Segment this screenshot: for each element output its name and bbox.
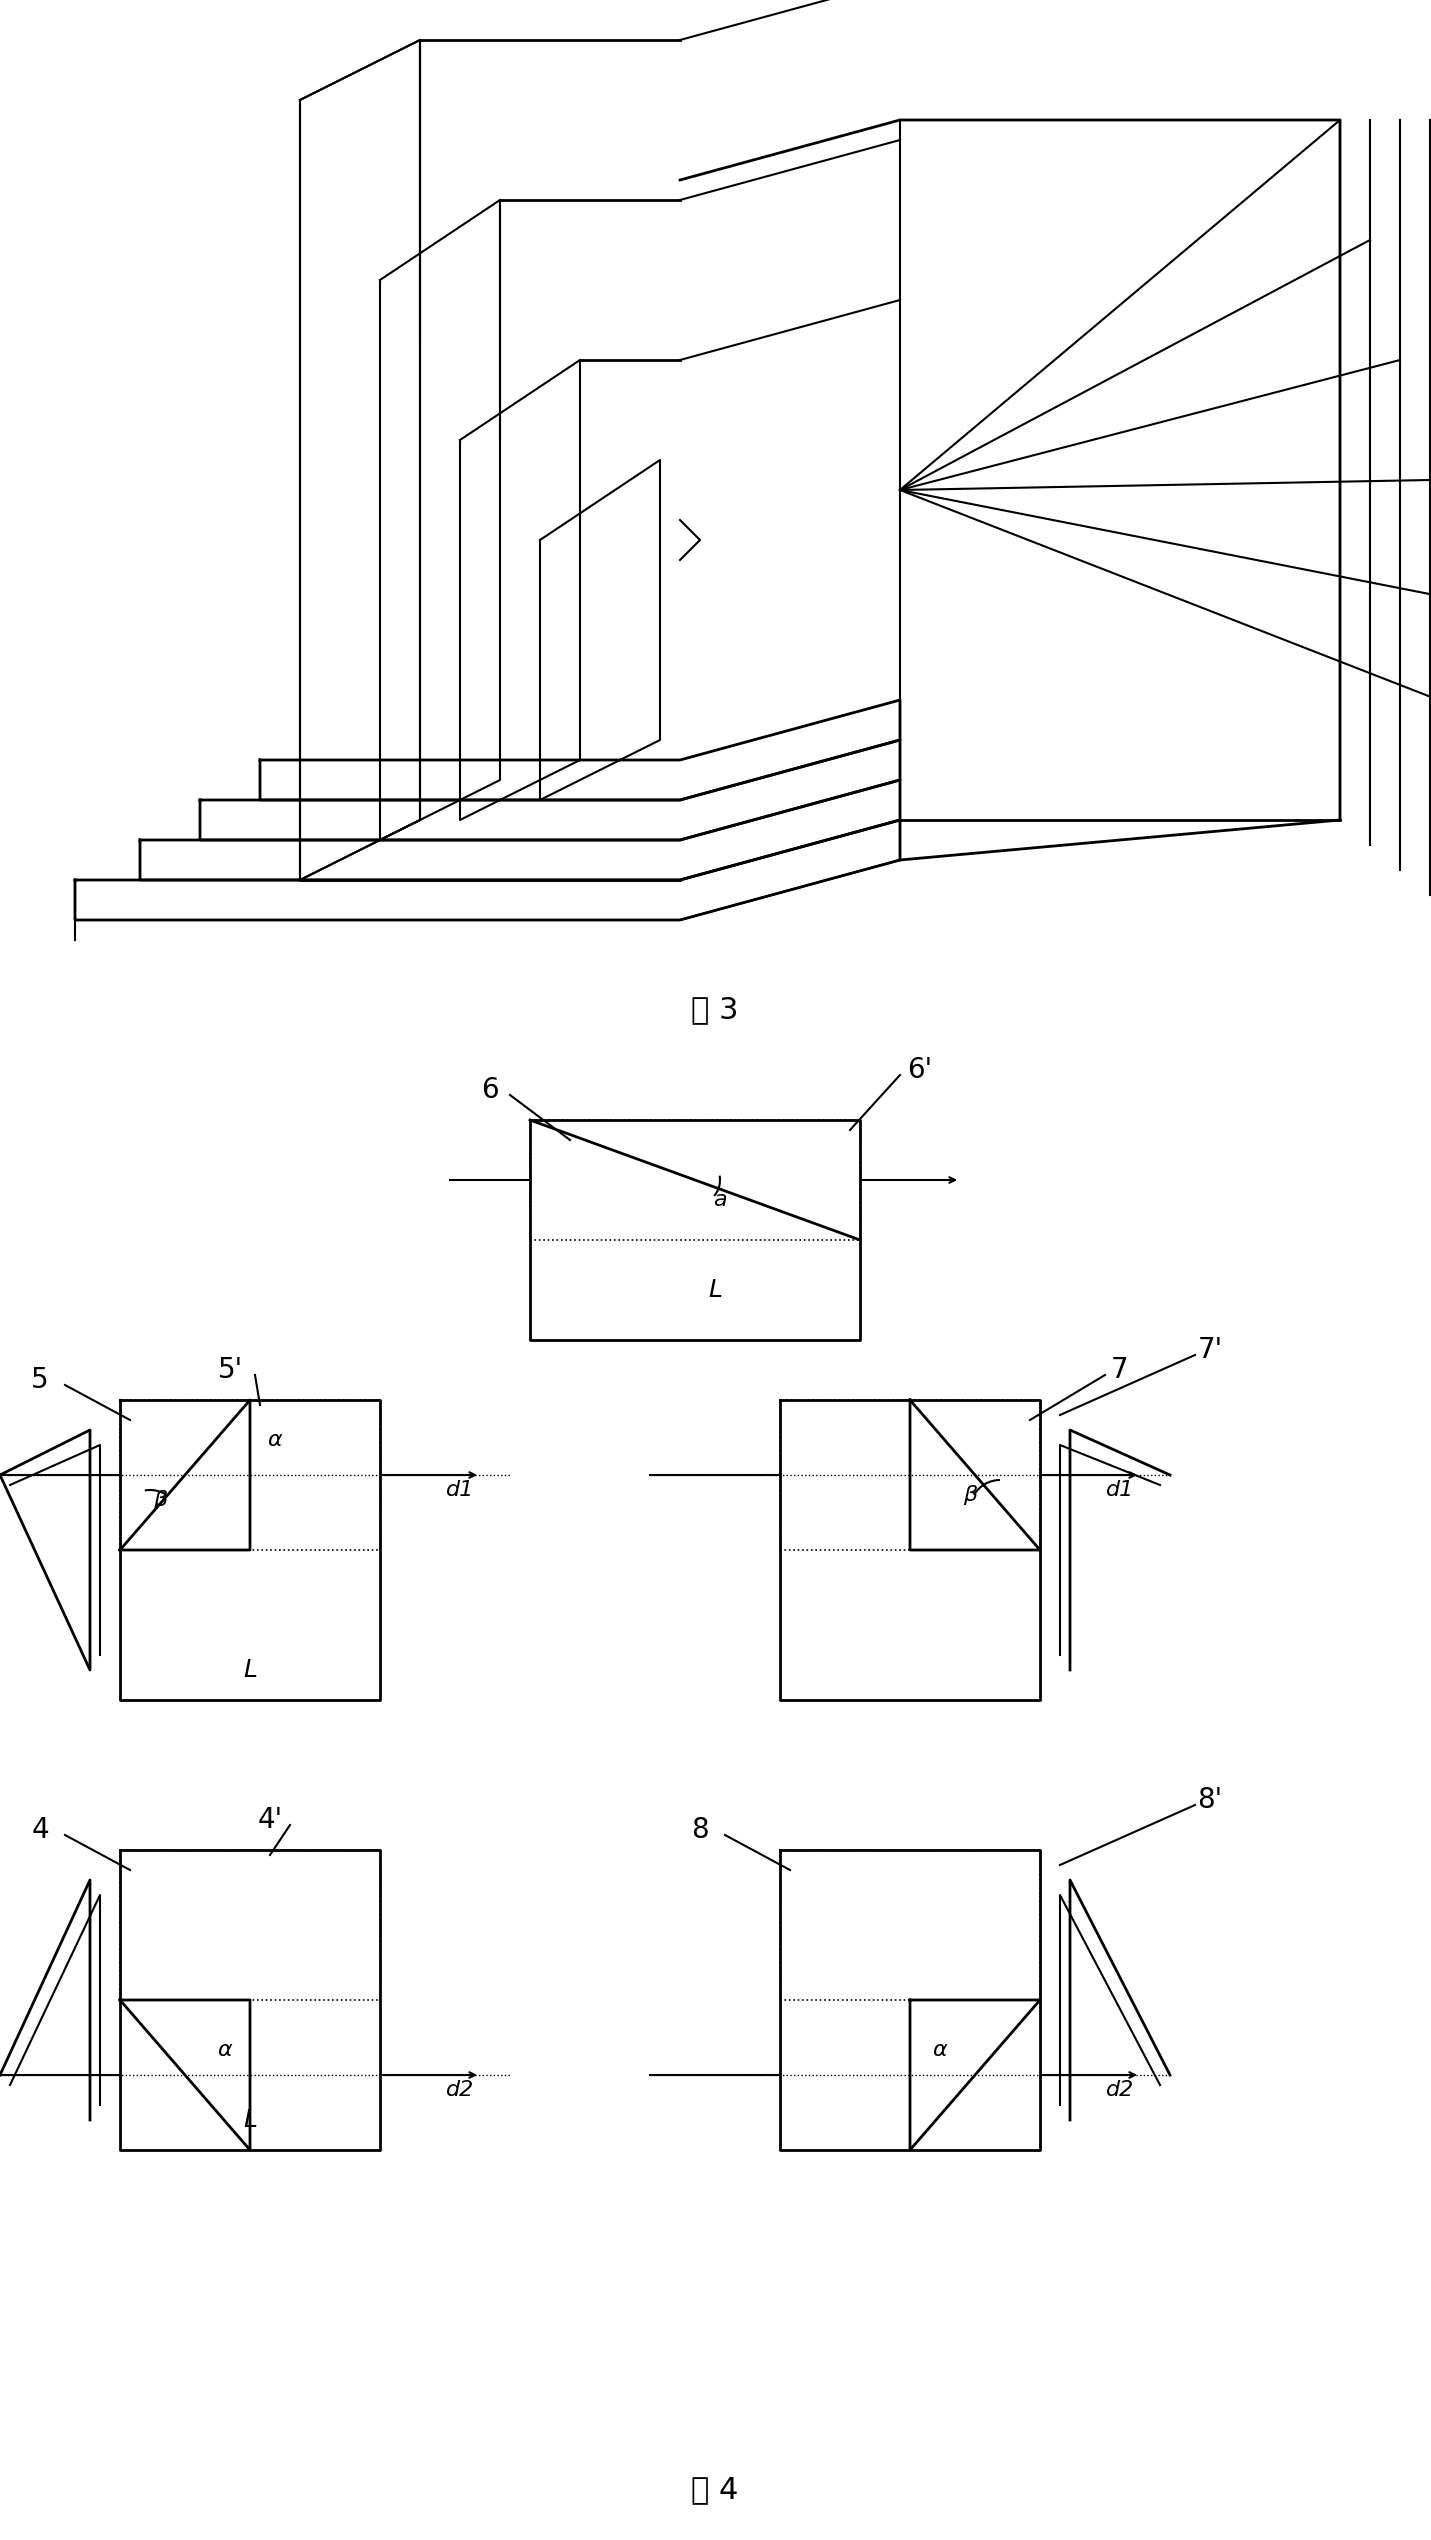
Text: L: L [243, 2108, 258, 2131]
Text: β: β [153, 1491, 167, 1509]
Text: L: L [243, 1659, 258, 1681]
Text: β: β [963, 1486, 977, 1506]
Text: 8': 8' [1198, 1786, 1222, 1814]
Text: L: L [708, 1278, 721, 1303]
Bar [529, 1120, 860, 1240]
Text: α: α [218, 2040, 232, 2060]
Text: d1: d1 [1106, 1481, 1135, 1501]
Text: 5: 5 [31, 1367, 49, 1394]
Text: d1: d1 [446, 1481, 474, 1501]
Text: α: α [933, 2040, 947, 2060]
Bar [780, 1400, 1040, 1549]
Text: 6: 6 [481, 1077, 499, 1105]
Text: 5': 5' [218, 1356, 243, 1384]
Bar [120, 1400, 381, 1549]
Text: 图 4: 图 4 [691, 2476, 738, 2504]
Text: 6': 6' [907, 1057, 933, 1085]
Bar [780, 1849, 1040, 1999]
Text: 图 3: 图 3 [691, 996, 738, 1024]
Text: 7': 7' [1198, 1336, 1222, 1364]
Text: d2: d2 [446, 2080, 474, 2101]
Bar [120, 1849, 381, 1999]
Text: 7: 7 [1112, 1356, 1129, 1384]
Text: d2: d2 [1106, 2080, 1135, 2101]
Text: 8: 8 [691, 1816, 708, 1844]
Text: 4: 4 [31, 1816, 49, 1844]
Text: a: a [713, 1191, 727, 1209]
Text: α: α [268, 1430, 282, 1450]
Text: 4': 4' [258, 1806, 282, 1834]
